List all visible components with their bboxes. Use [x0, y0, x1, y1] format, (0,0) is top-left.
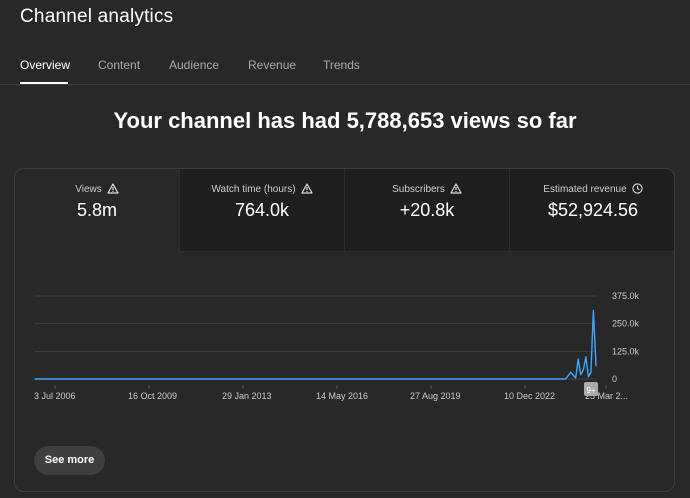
metric-value: +20.8k: [399, 200, 455, 220]
data-point: [580, 373, 582, 376]
x-tick-label: 16 Oct 2009: [128, 391, 177, 401]
annotation-badge[interactable]: 9+: [584, 382, 598, 396]
metric-value: 5.8m: [76, 200, 118, 220]
data-point: [34, 378, 36, 380]
y-tick-label: 250.0k: [612, 319, 640, 329]
chart-series: [34, 309, 597, 380]
page-title: Channel analytics: [20, 6, 174, 27]
metric-label: Views: [75, 184, 102, 195]
annotation-badge-label: 9+: [586, 386, 595, 395]
metric-value: $52,924.56: [547, 200, 639, 220]
see-more-button[interactable]: See more: [34, 446, 105, 475]
tab-content[interactable]: Content: [98, 58, 141, 72]
x-tick-label: 29 Jan 2013: [222, 391, 272, 401]
x-axis-labels: 3 Jul 2006 16 Oct 2009 29 Jan 2013 14 May 2…: [34, 385, 628, 401]
y-axis-labels: 375.0k 250.0k 125.0k 0: [612, 291, 640, 384]
active-tab-indicator: [20, 82, 68, 84]
data-point: [575, 377, 577, 379]
y-tick-label: 125.0k: [612, 346, 640, 356]
warning-icon[interactable]: [450, 183, 462, 197]
data-point: [595, 365, 597, 367]
chart-gridlines: [35, 295, 596, 380]
x-tick-label: 14 May 2016: [316, 391, 368, 401]
x-tick-label: 3 Jul 2006: [34, 391, 76, 401]
metric-estimated-revenue[interactable]: Estimated revenue $52,924.56: [510, 169, 674, 252]
views-headline: Your channel has had 5,788,653 views so …: [113, 108, 577, 133]
data-point: [565, 378, 567, 380]
analytics-card: Views 5.8m Watch time (hours) 764.0k Sub…: [14, 168, 675, 492]
views-chart: 375.0k 250.0k 125.0k 0 3 Jul 2006 16 Oct 200…: [34, 291, 640, 401]
tab-revenue[interactable]: Revenue: [248, 58, 297, 72]
tab-trends[interactable]: Trends: [323, 58, 360, 72]
data-point: [585, 356, 587, 358]
y-tick-label: 375.0k: [612, 291, 640, 301]
warning-icon[interactable]: [107, 183, 119, 197]
metric-label: Estimated revenue: [543, 184, 627, 195]
tab-bar: Overview Content Audience Revenue Trends: [0, 48, 690, 85]
tab-overview[interactable]: Overview: [20, 58, 71, 72]
tab-audience[interactable]: Audience: [169, 58, 220, 72]
metric-watch-time[interactable]: Watch time (hours) 764.0k: [180, 169, 345, 252]
x-tick-label: 25 Mar 2...: [585, 391, 628, 401]
warning-icon[interactable]: [300, 183, 313, 197]
metric-label: Watch time (hours): [211, 184, 296, 195]
metric-views[interactable]: Views 5.8m: [15, 169, 180, 252]
x-tick-label: 10 Dec 2022: [504, 391, 555, 401]
clock-icon[interactable]: [632, 183, 643, 197]
metric-tabs: Views 5.8m Watch time (hours) 764.0k Sub…: [15, 169, 674, 252]
metric-subscribers[interactable]: Subscribers +20.8k: [345, 169, 510, 252]
data-point: [590, 371, 592, 373]
data-point: [592, 309, 595, 311]
y-tick-label: 0: [612, 374, 617, 384]
data-point: [577, 358, 579, 360]
views-series-line[interactable]: [35, 309, 597, 380]
x-tick-label: 27 Aug 2019: [410, 391, 461, 401]
data-point: [582, 369, 584, 371]
data-point: [587, 376, 589, 378]
metric-value: 764.0k: [234, 200, 290, 220]
data-point: [569, 371, 572, 373]
metric-label: Subscribers: [392, 184, 445, 195]
